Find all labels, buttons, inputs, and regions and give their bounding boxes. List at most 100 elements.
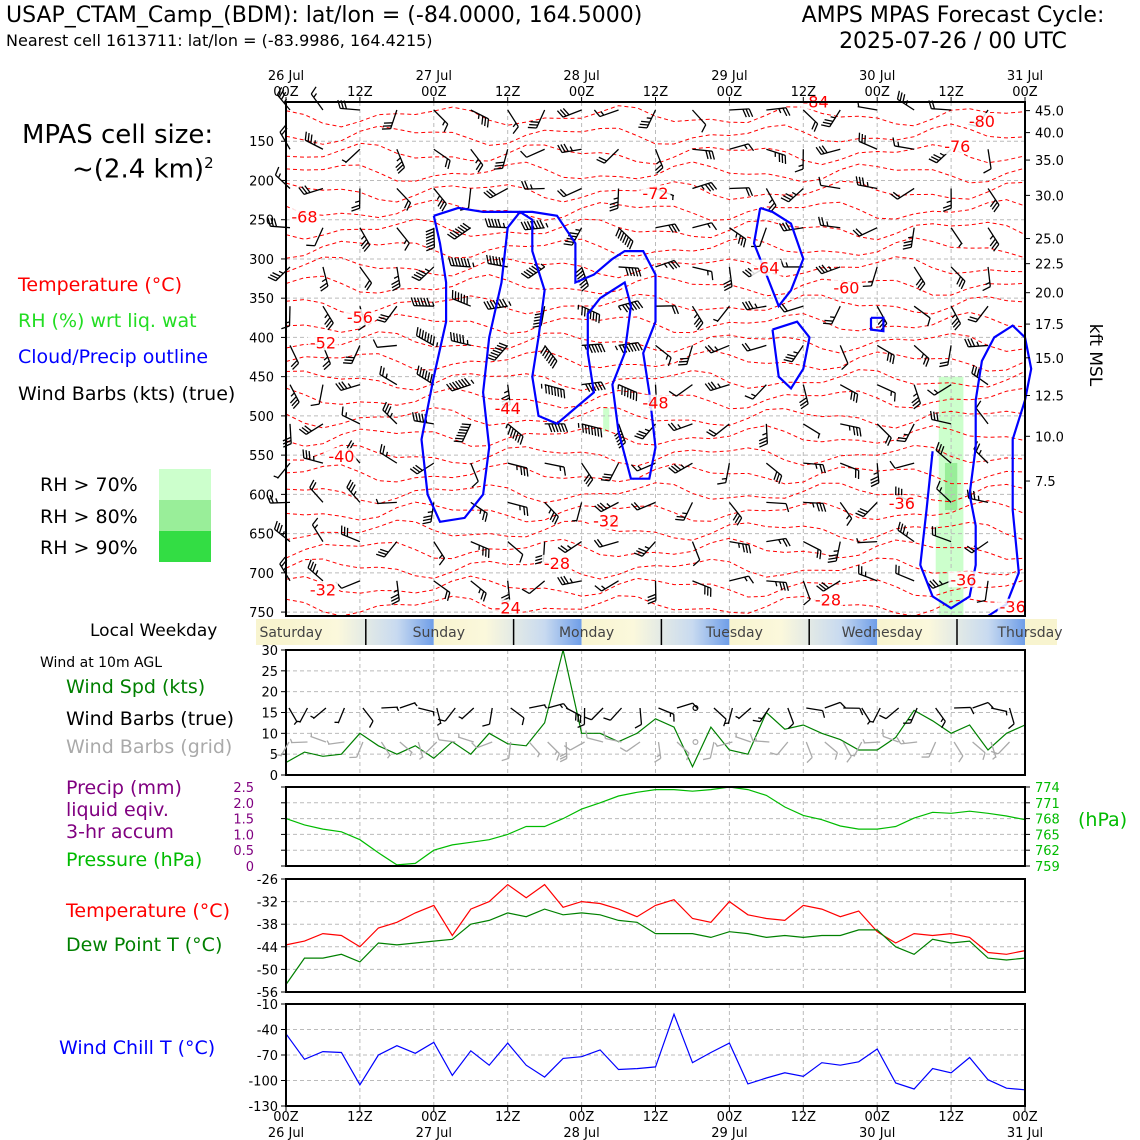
wind-barb	[399, 701, 418, 709]
wind-barb-flag	[609, 204, 619, 209]
wind-barb-staff	[987, 188, 1000, 206]
wind-barb-staff	[784, 305, 804, 313]
legend-rh80: RH > 80%	[40, 506, 138, 528]
wind10-title: Wind at 10m AGL	[40, 655, 163, 671]
wind-barb-staff	[489, 187, 509, 199]
wind-barb-flag	[461, 423, 471, 426]
wind-barb-flag	[899, 92, 903, 102]
wind-barb-staff	[470, 501, 488, 514]
wind-barb	[563, 227, 583, 246]
wind-barb	[446, 377, 475, 392]
wind-barb-flag	[903, 240, 913, 244]
wind-barb	[302, 449, 324, 464]
wind-barb-flag	[579, 279, 587, 286]
wind-barb-flag	[618, 344, 625, 354]
wind-barb-staff	[457, 736, 474, 743]
pressure-tick-label: 762	[1035, 844, 1060, 859]
wind-barb-flag	[850, 391, 853, 400]
wind-barb-flag	[498, 257, 502, 266]
wind-barb	[520, 180, 545, 190]
wind-barb-flag	[415, 271, 425, 277]
wind-barb-staff	[803, 541, 822, 552]
wind-barb-staff	[805, 741, 813, 758]
wind-barb-flag	[278, 89, 285, 98]
temperature-label-bg	[640, 185, 671, 202]
wind-barb-flag	[307, 559, 312, 569]
wind-barb-flag	[483, 191, 491, 199]
wind-barb-flag	[457, 226, 466, 233]
pressure-tick-label: 250	[249, 214, 274, 229]
wind-barb-staff	[601, 580, 619, 592]
wind-barb-flag	[778, 223, 785, 232]
wind-barb-flag	[707, 344, 715, 353]
wind-barb	[824, 701, 846, 709]
wind-barb-staff	[971, 541, 989, 554]
wind-barb-half	[707, 223, 711, 229]
temperature-contour	[285, 123, 1026, 146]
wind-barb-flag	[710, 182, 718, 190]
wind-barb-half	[289, 738, 293, 743]
wind-barb-flag	[529, 123, 538, 126]
wind-barb	[437, 707, 456, 722]
wind-barb-staff	[351, 345, 361, 364]
wind-barb-staff	[381, 706, 398, 709]
wind-barb-flag	[960, 280, 966, 290]
wind-barb-flag	[674, 305, 680, 315]
wind-barb-flag	[911, 396, 919, 404]
wind-barb	[892, 137, 915, 150]
wind-barb-staff	[894, 145, 915, 150]
wind-barb-staff	[691, 541, 701, 561]
pressure-tick-label: 700	[249, 567, 274, 582]
wind-barb-half	[293, 721, 298, 725]
temperature-label: -40	[328, 447, 354, 466]
wind-barb-staff	[276, 462, 291, 479]
wind-barb-flag	[819, 503, 824, 512]
wind-barb-half	[345, 412, 348, 418]
temperature-contour	[285, 199, 1026, 221]
wind-barb-flag	[425, 240, 435, 246]
wind-barb-flag	[581, 306, 584, 316]
y-tick-label: 15	[261, 707, 278, 722]
wind-barb-flag	[822, 464, 826, 474]
wind-barb	[655, 223, 680, 233]
wind-barb-flag	[637, 268, 642, 277]
temperature-label-bg	[886, 495, 917, 512]
wind-barb-staff	[289, 423, 292, 444]
wind-barb-flag	[279, 125, 286, 133]
wind-barb-flag	[886, 352, 890, 361]
wind-barb-flag	[654, 164, 663, 171]
wind-barb-half	[682, 512, 688, 515]
wind-barb-flag	[319, 282, 328, 289]
wind-barb-flag	[673, 260, 681, 268]
wind-barb-flag	[390, 596, 400, 602]
legend-rh90: RH > 90%	[40, 537, 138, 559]
temperature-label: -68	[291, 208, 317, 227]
wind-barb-flag	[617, 230, 623, 239]
wind-barb-flag	[415, 327, 419, 336]
wind-barb-flag	[654, 757, 662, 763]
wind-barb	[310, 707, 327, 720]
wind-barb-flag	[668, 467, 676, 474]
time-tick-bottom-hour: 00Z	[421, 1110, 447, 1125]
wind-barb-staff	[766, 501, 787, 505]
wind-barb-flag	[628, 241, 634, 250]
wind-barb-staff	[727, 707, 734, 725]
wind-barb-staff	[824, 741, 838, 754]
wind-barb-half	[856, 537, 860, 543]
wind-barb	[658, 707, 675, 722]
time-tick-top-date: 30 Jul	[859, 69, 895, 84]
wind-barb-staff	[345, 148, 361, 164]
wind-barb	[744, 384, 767, 400]
wind-barb-flag	[396, 164, 404, 171]
time-tick-top-hour: 12Z	[938, 85, 964, 100]
weekday-band	[581, 619, 730, 645]
wind-barb-half	[758, 717, 763, 720]
wind-barb-flag	[462, 335, 465, 344]
wind-barb-staff	[488, 305, 508, 310]
wind-barb-flag	[775, 473, 780, 483]
weekday-name: Wednesday	[842, 625, 923, 641]
wind-barb	[380, 741, 391, 759]
time-tick-bottom-hour: 12Z	[347, 1110, 373, 1125]
wind-barb-half	[754, 303, 758, 309]
wind-barb	[692, 580, 712, 597]
